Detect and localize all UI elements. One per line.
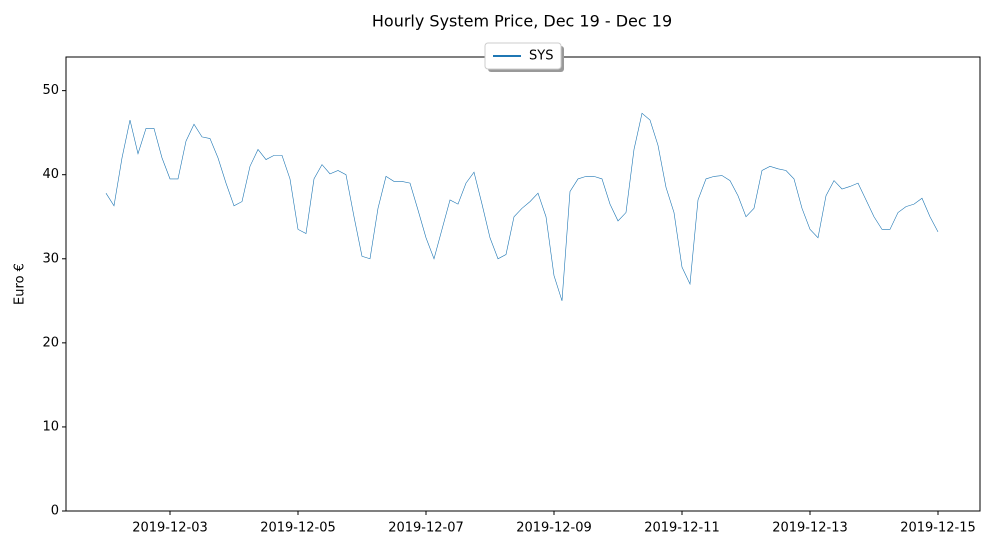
- y-tick-label: 0: [51, 504, 59, 519]
- y-tick-label: 50: [42, 83, 59, 98]
- x-tick-label: 2019-12-09: [516, 521, 592, 536]
- chart-title: Hourly System Price, Dec 19 - Dec 19: [372, 12, 672, 31]
- x-tick-label: 2019-12-05: [260, 521, 336, 536]
- y-tick-label: 20: [42, 335, 59, 350]
- x-tick-label: 2019-12-15: [900, 521, 976, 536]
- y-tick-label: 40: [42, 167, 59, 182]
- plot-frame: [65, 56, 981, 512]
- y-tick-label: 30: [42, 251, 59, 266]
- x-tick-label: 2019-12-07: [388, 521, 464, 536]
- legend-label: SYS: [529, 49, 553, 64]
- x-tick-label: 2019-12-13: [772, 521, 848, 536]
- x-tick-label: 2019-12-11: [644, 521, 720, 536]
- legend-box: [484, 42, 562, 70]
- line-series: [105, 112, 939, 301]
- x-tick-label: 2019-12-03: [132, 521, 208, 536]
- y-axis-label: Euro €: [13, 263, 28, 305]
- y-tick-label: 10: [42, 419, 59, 434]
